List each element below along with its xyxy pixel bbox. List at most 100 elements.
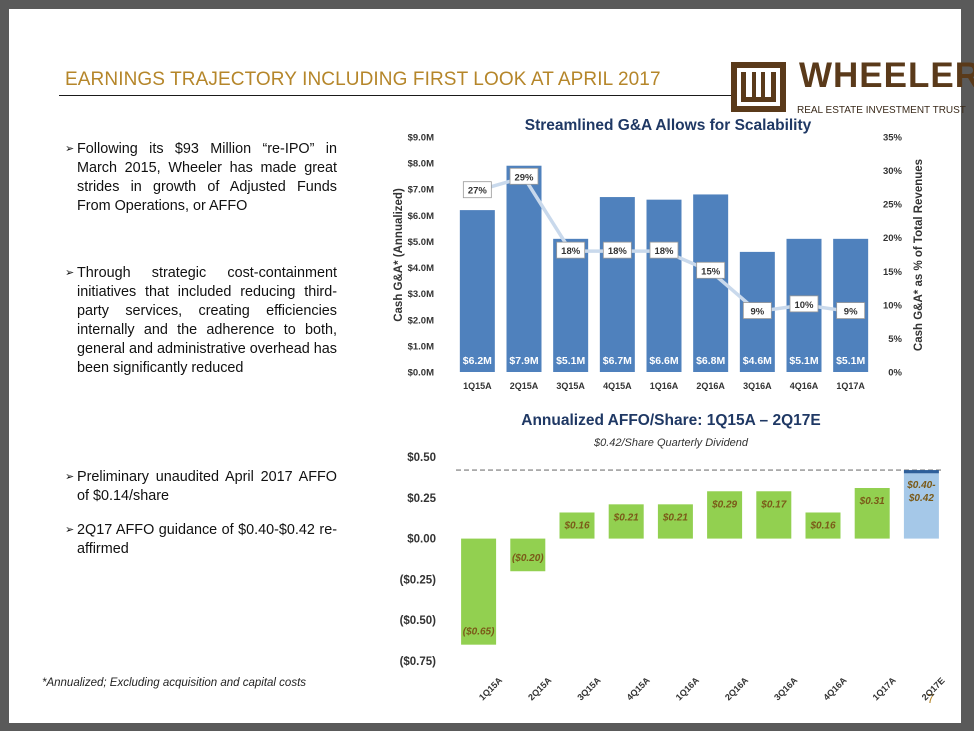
y-tick-label: $4.0M (408, 263, 434, 274)
x-tick-label: 1Q15A (463, 381, 492, 391)
line-point-box (462, 181, 492, 199)
line-point-label: 18% (654, 246, 674, 257)
y-tick-label: $3.0M (408, 289, 434, 300)
bar (459, 210, 495, 372)
line-point-label: 15% (701, 266, 721, 277)
bar-value-label: $0.42 (908, 493, 934, 504)
bar-value-label: $0.40- (906, 480, 936, 491)
y-tick-label: $0.50 (407, 452, 436, 464)
bar-value-label: $0.16 (563, 520, 589, 531)
bullet-text: Following its $93 Million “re-IPO” in Ma… (77, 141, 337, 214)
line-point-box (556, 241, 586, 259)
x-tick-label: 2Q15A (510, 381, 539, 391)
x-tick-label: 1Q17A (871, 675, 899, 703)
bullet-item: ➢ Preliminary unaudited April 2017 AFFO o… (65, 469, 337, 504)
chart-subtitle: $0.42/Share Quarterly Dividend (593, 437, 749, 449)
bar-value-label: $5.1M (789, 355, 818, 367)
bar (599, 197, 635, 372)
bar (553, 238, 589, 372)
bar-value-label: $0.31 (859, 496, 885, 507)
x-tick-label: 2Q16A (696, 381, 725, 391)
y-tick-label: $5.0M (408, 237, 434, 248)
bar-value-label: $6.7M (603, 355, 632, 367)
bar-value-label: $0.16 (809, 520, 835, 531)
line-point-label: 18% (561, 246, 581, 257)
x-tick-label: 3Q15A (575, 675, 603, 703)
x-tick-label: 4Q15A (603, 381, 632, 391)
bar-value-label: $7.9M (509, 355, 538, 367)
bar (903, 473, 939, 539)
line-point-label: 9% (844, 307, 858, 318)
bar (510, 538, 546, 572)
bar (646, 199, 682, 372)
x-tick-label: 3Q16A (743, 381, 772, 391)
chart-title: Annualized AFFO/Share: 1Q15A – 2Q17E (521, 412, 820, 429)
y2-tick-label: 0% (888, 368, 902, 379)
bar-value-label: $6.8M (696, 355, 725, 367)
line-point-box (742, 302, 772, 319)
bar-value-label: $6.6M (649, 355, 678, 367)
line-point-box (509, 167, 539, 185)
y2-tick-label: 20% (883, 233, 903, 244)
bar-value-label: $5.1M (836, 355, 865, 367)
y-tick-label: $9.0M (408, 133, 434, 144)
footnote: *Annualized; Excluding acquisition and c… (42, 677, 307, 689)
bar (756, 491, 792, 539)
bullet-text: Preliminary unaudited April 2017 AFFO of… (77, 469, 337, 504)
line-point-label: 29% (514, 172, 534, 183)
bar (854, 488, 890, 539)
affo-chart: Annualized AFFO/Share: 1Q15A – 2Q17E $0.4… (400, 412, 947, 703)
y-tick-label: $0.25 (407, 493, 436, 505)
bar (506, 165, 542, 372)
y-tick-label: ($0.25) (400, 574, 437, 586)
bar-value-label: $4.6M (743, 355, 772, 367)
logo-wordmark: WHEELER (799, 56, 974, 95)
bar-value-label: ($0.20) (512, 553, 544, 564)
bullet-group-top: ➢ Following its $93 Million “re-IPO” in M… (65, 140, 337, 378)
page-number: 7 (927, 691, 935, 706)
bar (608, 504, 644, 539)
y-tick-label: $8.0M (408, 159, 434, 170)
title-divider (59, 95, 731, 96)
page-title: EARNINGS TRAJECTORY INCLUDING FIRST LOOK… (65, 69, 661, 90)
bullet-item: ➢ Through strategic cost-containment init… (65, 265, 337, 376)
bullet-item: ➢ 2Q17 AFFO guidance of $0.40-$0.42 re-af… (65, 522, 337, 557)
x-tick-label: 3Q16A (772, 675, 800, 703)
bar (559, 512, 595, 539)
bar (707, 491, 743, 539)
x-tick-label: 1Q16A (650, 381, 679, 391)
line-point-label: 9% (750, 307, 764, 318)
bullet-item: ➢ Following its $93 Million “re-IPO” in M… (65, 141, 337, 214)
bar-value-label: $0.17 (760, 499, 786, 510)
wheeler-logo-icon (731, 62, 786, 112)
y-axis-label: Cash G&A* (Annualized) (393, 188, 405, 322)
ga-chart: Streamlined G&A Allows for Scalability $0… (393, 117, 925, 391)
bar (461, 538, 497, 645)
x-tick-label: 4Q16A (790, 381, 819, 391)
bullet-group-bottom: ➢ Preliminary unaudited April 2017 AFFO o… (65, 468, 337, 559)
x-tick-label: 1Q15A (477, 675, 505, 703)
y2-tick-label: 15% (883, 267, 903, 278)
x-tick-label: 2Q16A (723, 675, 751, 703)
y2-axis-label: Cash G&A* as % of Total Revenues (913, 159, 925, 351)
bar-value-label: ($0.65) (463, 627, 495, 638)
y2-tick-label: 25% (883, 200, 903, 211)
slide: EARNINGS TRAJECTORY INCLUDING FIRST LOOK… (9, 9, 974, 723)
bullet-text: 2Q17 AFFO guidance of $0.40-$0.42 re-aff… (77, 522, 337, 557)
chart-title: Streamlined G&A Allows for Scalability (525, 117, 812, 134)
y-tick-label: $6.0M (408, 211, 434, 222)
y2-tick-label: 30% (883, 166, 903, 177)
x-tick-label: 1Q17A (836, 381, 865, 391)
bar-value-label: $5.1M (556, 355, 585, 367)
y-tick-label: ($0.50) (400, 615, 437, 627)
bar-range-cap (903, 470, 939, 474)
y-tick-label: $0.0M (408, 368, 434, 379)
bar-value-label: $0.29 (711, 499, 737, 510)
bar (657, 504, 693, 539)
y-tick-label: $0.00 (407, 534, 436, 546)
line-point-label: 10% (794, 300, 814, 311)
bar-value-label: $6.2M (463, 355, 492, 367)
x-tick-label: 2Q17E (920, 676, 947, 703)
bar-value-label: $0.21 (662, 512, 688, 523)
y-tick-label: $1.0M (408, 341, 434, 352)
